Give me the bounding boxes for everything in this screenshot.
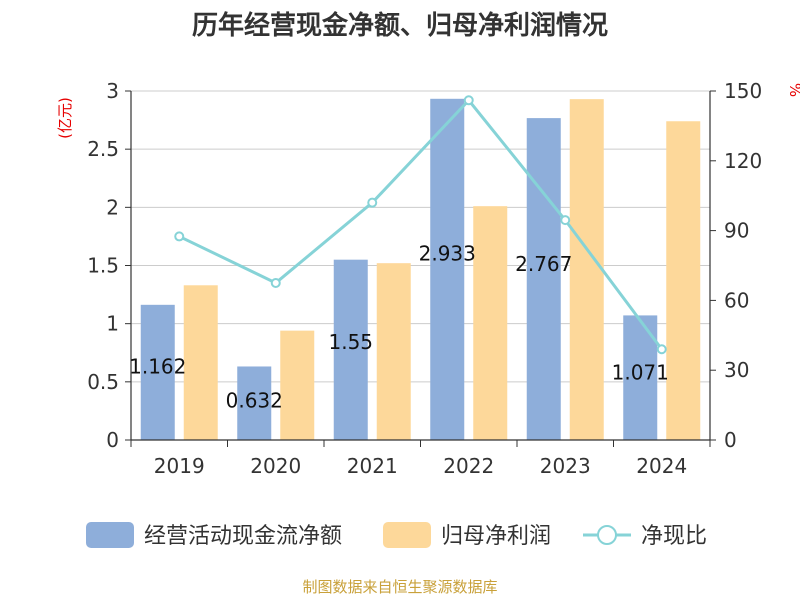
data-labels: 1.162 0.632 1.55 2.933 2.767 1.071 — [129, 241, 669, 412]
net-profit-bar — [280, 330, 315, 440]
x-axis-tick-label: 2020 — [250, 454, 301, 478]
cashflow-bar — [430, 98, 465, 440]
ratio-point — [174, 231, 185, 242]
left-axis-tick-label: 3 — [106, 79, 119, 103]
ratio-line-path — [178, 98, 663, 351]
net-profit-bar — [473, 206, 508, 440]
cashflow-data-label: 1.071 — [612, 360, 669, 384]
legend-swatch-cashflow — [86, 522, 134, 548]
legend: 经营活动现金流净额 归母净利润 净现比 — [86, 522, 707, 549]
cashflow-data-label: 2.767 — [515, 252, 572, 276]
left-axis-unit-label: (亿元) — [56, 97, 74, 139]
left-axis-tick-label: 0.5 — [87, 370, 119, 394]
cashflow-data-label: 0.632 — [226, 389, 283, 413]
net-profit-bar — [376, 263, 411, 440]
right-axis-tick-label: 120 — [724, 149, 762, 173]
ratio-point — [367, 197, 378, 208]
bars — [140, 98, 701, 441]
left-axis-tick-label: 2.5 — [87, 137, 119, 161]
cashflow-bar — [526, 118, 561, 441]
cashflow-bar — [237, 366, 272, 440]
x-axis-tick-label: 2023 — [540, 454, 591, 478]
cashflow-bar — [333, 259, 368, 440]
ratio-line — [174, 95, 667, 355]
legend-swatch-net-profit — [383, 522, 431, 548]
x-axis-tick-label: 2022 — [443, 454, 494, 478]
right-axis-tick-label: 150 — [724, 79, 762, 103]
right-axis-tick-label: 90 — [724, 219, 749, 243]
right-axis-unit-label: % — [786, 83, 800, 97]
left-axis-tick-label: 0 — [106, 428, 119, 452]
source-note: 制图数据来自恒生聚源数据库 — [302, 578, 497, 596]
x-axis-tick-label: 2021 — [347, 454, 398, 478]
ratio-point — [463, 95, 474, 106]
legend-swatch-ratio-marker — [597, 525, 617, 545]
net-profit-bar — [183, 285, 218, 440]
ratio-point — [656, 344, 667, 355]
left-axis-tick-label: 1.5 — [87, 254, 119, 278]
left-axis-tick-label: 2 — [106, 195, 119, 219]
x-axis-tick-label: 2019 — [154, 454, 205, 478]
right-axis-tick-label: 60 — [724, 288, 749, 312]
cashflow-bar — [140, 304, 175, 440]
cashflow-data-label: 2.933 — [419, 241, 476, 265]
ratio-point — [270, 277, 281, 288]
left-axis-tick-label: 1 — [106, 312, 119, 336]
x-axis-tick-label: 2024 — [636, 454, 687, 478]
net-profit-bar — [666, 121, 701, 440]
ratio-point — [560, 215, 571, 226]
gridlines — [131, 90, 710, 383]
net-profit-bar — [569, 99, 604, 440]
cashflow-data-label: 1.162 — [129, 355, 186, 379]
chart-title: 历年经营现金净额、归母净利润情况 — [192, 10, 608, 41]
right-axis-tick-label: 30 — [724, 358, 749, 382]
legend-label-net-profit: 归母净利润 — [441, 524, 551, 549]
legend-label-ratio: 净现比 — [641, 524, 707, 549]
right-axis-tick-label: 0 — [724, 428, 737, 452]
cashflow-data-label: 1.55 — [328, 330, 373, 354]
legend-label-cashflow: 经营活动现金流净额 — [144, 524, 342, 549]
